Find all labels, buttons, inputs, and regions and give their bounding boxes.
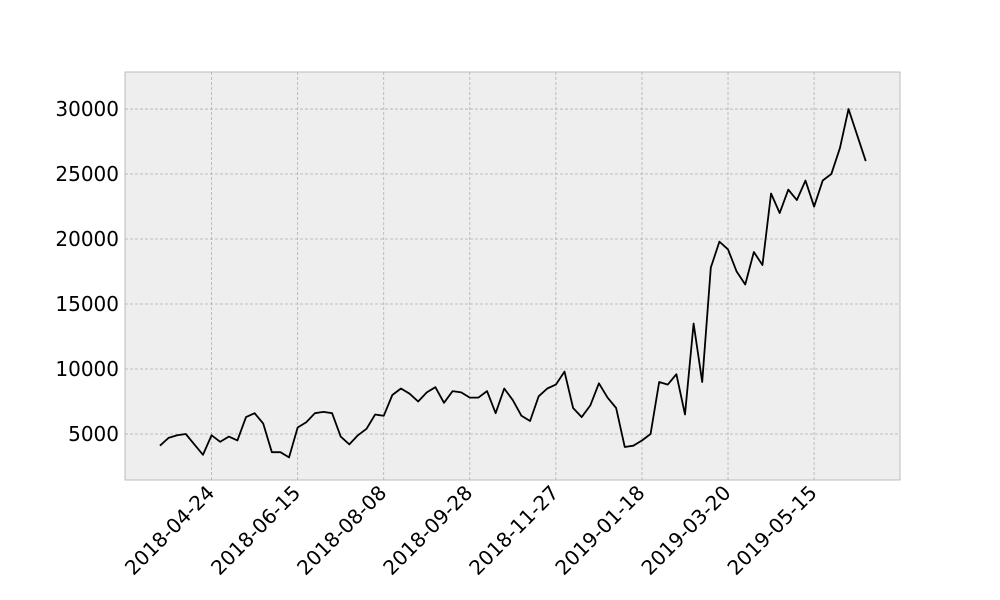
x-tick-label: 2019-03-20 <box>636 481 735 580</box>
y-tick-label: 30000 <box>55 97 119 121</box>
y-tick-label: 20000 <box>55 227 119 251</box>
plot-area <box>124 71 901 481</box>
y-tick-label: 10000 <box>55 357 119 381</box>
y-tick-label: 25000 <box>55 162 119 186</box>
y-tick-label: 5000 <box>68 422 119 446</box>
x-tick-label: 2018-04-24 <box>120 481 219 580</box>
x-tick-label: 2019-01-18 <box>550 481 649 580</box>
x-tick-label: 2018-08-08 <box>292 481 391 580</box>
x-tick-label: 2019-05-15 <box>722 481 821 580</box>
x-tick-label: 2018-09-28 <box>378 481 477 580</box>
x-tick-label: 2018-11-27 <box>464 481 563 580</box>
x-tick-label: 2018-06-15 <box>206 481 305 580</box>
y-tick-label: 15000 <box>55 292 119 316</box>
line <box>159 108 867 459</box>
